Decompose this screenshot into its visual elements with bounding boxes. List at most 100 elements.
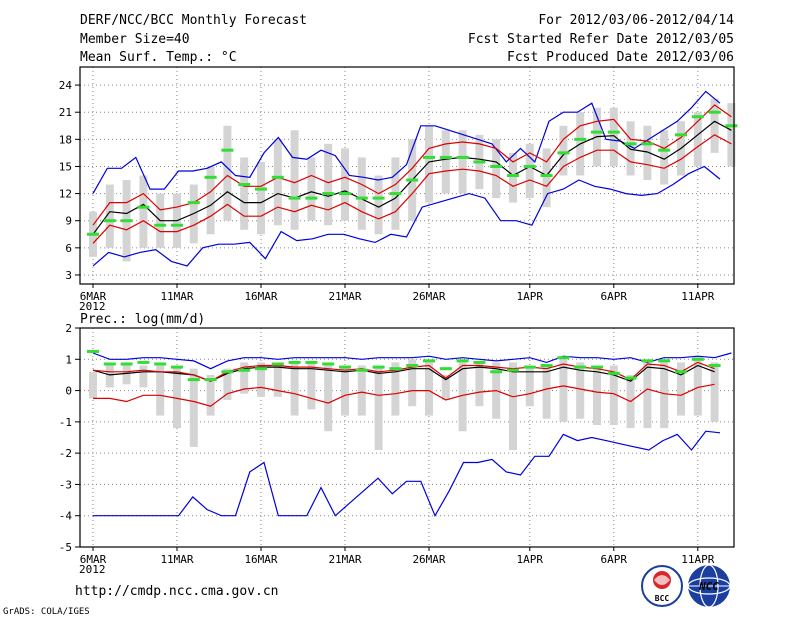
temp-obs-17 bbox=[372, 196, 385, 200]
temp-series-mean-std bbox=[92, 134, 732, 244]
temp-ytick-label-2: 9 bbox=[65, 215, 72, 228]
temp-xtick-label-6: 6APR bbox=[601, 290, 628, 303]
prec-obs-19 bbox=[406, 364, 419, 368]
prec-obs-37 bbox=[708, 364, 721, 368]
temp-obs-8 bbox=[221, 148, 234, 152]
temp-obs-1 bbox=[103, 219, 116, 223]
prec-obs-15 bbox=[339, 365, 351, 369]
temp-ytick-label-6: 21 bbox=[59, 106, 72, 119]
temp-box-10 bbox=[257, 161, 265, 235]
temp-obs-37 bbox=[708, 110, 721, 114]
temp-box-38 bbox=[727, 103, 736, 167]
prec-box-25 bbox=[509, 362, 517, 451]
prec-box-30 bbox=[593, 365, 601, 425]
temp-box-9 bbox=[240, 157, 249, 230]
temp-box-16 bbox=[357, 157, 366, 230]
temp-obs-38 bbox=[725, 124, 738, 128]
bcc-logo: BCC bbox=[641, 565, 683, 607]
prec-box-35 bbox=[677, 362, 685, 416]
temp-obs-10 bbox=[255, 187, 267, 191]
temp-obs-13 bbox=[305, 196, 318, 200]
prec-box-29 bbox=[576, 362, 585, 419]
temp-obs-6 bbox=[187, 201, 200, 205]
prec-box-7 bbox=[206, 374, 215, 416]
temp-box-12 bbox=[290, 130, 299, 230]
temp-box-37 bbox=[710, 98, 719, 153]
temp-obs-27 bbox=[540, 174, 553, 177]
temp-ytick-label-1: 6 bbox=[65, 242, 72, 255]
prec-obs-33 bbox=[641, 359, 654, 363]
prec-box-14 bbox=[324, 365, 333, 432]
prec-xtick-label-2: 16MAR bbox=[244, 553, 277, 566]
prec-box-5 bbox=[173, 365, 181, 429]
temp-box-28 bbox=[559, 125, 568, 176]
prec-box-36 bbox=[693, 356, 702, 416]
temp-ytick-label-0: 3 bbox=[65, 269, 72, 282]
prec-box-13 bbox=[307, 362, 316, 410]
prec-obs-24 bbox=[490, 370, 503, 374]
temp-obs-24 bbox=[490, 164, 503, 168]
prec-box-4 bbox=[156, 365, 165, 416]
temp-box-17 bbox=[374, 175, 383, 235]
prec-obs-18 bbox=[389, 367, 402, 371]
prec-ytick-label-0: -5 bbox=[59, 541, 72, 554]
prec-obs-34 bbox=[658, 359, 671, 363]
prec-ytick-label-1: -4 bbox=[59, 510, 73, 523]
footer-url[interactable]: http://cmdp.ncc.cma.gov.cn bbox=[75, 584, 279, 599]
temp-frame bbox=[79, 66, 735, 285]
temp-obs-31 bbox=[607, 130, 620, 134]
header-title: DERF/NCC/BCC Monthly Forecast bbox=[80, 13, 307, 28]
temp-obs-18 bbox=[389, 192, 402, 196]
prec-box-8 bbox=[223, 368, 232, 400]
temp-ytick-label-7: 24 bbox=[59, 79, 73, 92]
temp-box-32 bbox=[626, 121, 635, 176]
temp-box-36 bbox=[693, 112, 702, 167]
temp-box-1 bbox=[105, 184, 114, 248]
temp-box-31 bbox=[609, 107, 618, 167]
prec-obs-3 bbox=[137, 360, 150, 364]
prec-obs-13 bbox=[305, 360, 318, 364]
prec-box-11 bbox=[273, 362, 282, 397]
temp-obs-9 bbox=[238, 183, 251, 187]
temp-ytick-label-5: 18 bbox=[59, 133, 72, 146]
prec-box-0 bbox=[89, 371, 97, 399]
temp-box-24 bbox=[492, 139, 501, 199]
prec-box-1 bbox=[105, 365, 114, 388]
prec-box-18 bbox=[391, 362, 400, 416]
prec-obs-30 bbox=[591, 365, 603, 369]
temp-ytick-label-4: 15 bbox=[59, 160, 72, 173]
temp-obs-28 bbox=[557, 151, 570, 155]
prec-panel-title: Prec.: log(mm/d) bbox=[80, 312, 205, 327]
prec-box-27 bbox=[542, 365, 551, 419]
temp-box-11 bbox=[273, 139, 282, 226]
prec-obs-14 bbox=[322, 362, 335, 366]
prec-frame bbox=[79, 327, 735, 548]
prec-obs-10 bbox=[255, 367, 267, 371]
prec-obs-26 bbox=[523, 365, 536, 369]
prec-box-28 bbox=[559, 359, 568, 422]
prec-box-20 bbox=[425, 362, 433, 416]
temp-xtick-label-1: 11MAR bbox=[160, 290, 193, 303]
prec-obs-16 bbox=[355, 368, 368, 372]
temp-obs-34 bbox=[658, 148, 671, 152]
prec-xtick-label-0: 6MAR 2012 bbox=[79, 553, 107, 576]
prec-box-33 bbox=[643, 359, 652, 429]
temp-box-20 bbox=[425, 125, 433, 203]
temp-obs-12 bbox=[288, 196, 301, 200]
header-member-size: Member Size=40 bbox=[80, 32, 190, 47]
temp-obs-21 bbox=[439, 155, 452, 159]
bcc-logo-text: BCC bbox=[655, 594, 670, 603]
prec-obs-29 bbox=[574, 365, 587, 369]
prec-obs-27 bbox=[540, 364, 553, 368]
prec-obs-12 bbox=[288, 360, 301, 364]
temp-obs-30 bbox=[591, 130, 603, 134]
prec-box-6 bbox=[189, 368, 198, 447]
temp-obs-26 bbox=[523, 164, 536, 168]
prec-ytick-label-7: 2 bbox=[65, 322, 72, 335]
temp-obs-4 bbox=[154, 223, 167, 227]
temp-obs-3 bbox=[137, 205, 150, 209]
temp-xtick-label-0: 6MAR 2012 bbox=[79, 290, 107, 313]
prec-box-10 bbox=[257, 362, 265, 397]
prec-series-mean-std bbox=[92, 361, 715, 382]
